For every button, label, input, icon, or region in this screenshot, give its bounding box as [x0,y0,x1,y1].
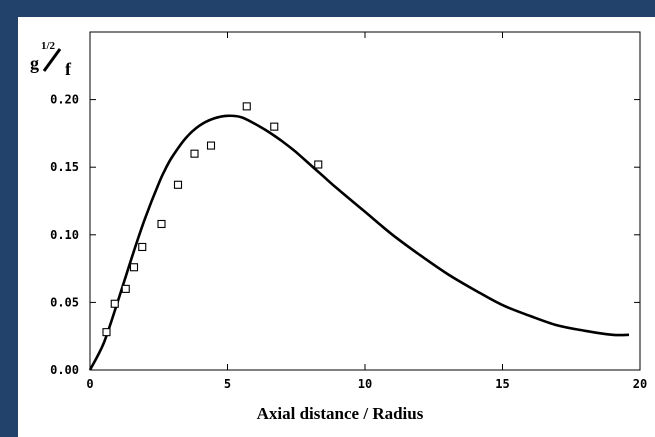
chart-panel: 0 5 10 15 20 0.00 0.05 0.10 0.15 0.20 g 1/2 f Axi… [18,17,655,437]
y-tick-label: 0.05 [50,295,79,309]
y-axis-title-exponent: 1/2 [41,40,56,52]
y-axis-title-slash [42,48,62,72]
y-tick-label: 0.20 [50,93,79,107]
plot-area-border [89,31,641,371]
data-point-marker [173,180,183,189]
y-axis-title-denominator: f [65,59,72,79]
x-tick-label: 10 [358,377,372,391]
data-point-marker [138,242,147,252]
x-tick-label: 5 [224,377,231,391]
data-point-marker [102,328,111,337]
axis-ticks: 0 5 10 15 20 0.00 0.05 0.10 0.15 0.20 [50,32,647,391]
data-point-marker [206,141,216,150]
data-point-marker [121,284,130,293]
data-series [88,102,630,371]
data-point-marker [270,122,279,131]
data-point-marker [190,149,199,158]
y-axis-title-base: g [30,53,39,73]
y-tick-label: 0.15 [50,160,79,174]
y-tick-label: 0.00 [50,363,79,377]
x-tick-label: 0 [86,377,93,391]
data-point-marker [242,102,251,111]
x-tick-label: 15 [495,377,509,391]
chart: 0 5 10 15 20 0.00 0.05 0.10 0.15 0.20 g 1/2 f Axi… [30,31,647,423]
y-tick-label: 0.10 [50,228,79,242]
data-point-marker [157,219,166,229]
x-axis-title: Axial distance / Radius [257,404,424,423]
data-point-marker [314,160,323,169]
y-axis-title: g 1/2 f [30,40,72,79]
model-curve [88,114,630,371]
x-tick-label: 20 [633,377,647,391]
data-point-marker [110,299,119,308]
data-point-marker [129,263,139,272]
